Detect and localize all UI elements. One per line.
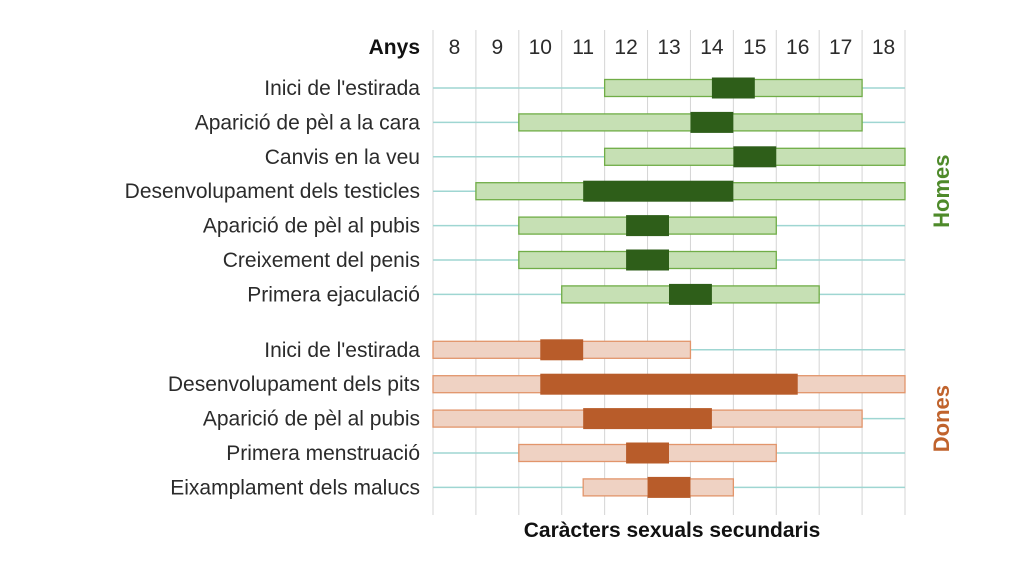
- row-label: Creixement del penis: [223, 249, 420, 272]
- year-tick: 12: [614, 36, 637, 59]
- year-tick: 16: [786, 36, 809, 59]
- peak-bar: [711, 77, 755, 99]
- peak-bar: [583, 408, 712, 430]
- chart-title: Caràcters sexuals secundaris: [524, 519, 821, 542]
- row-label: Desenvolupament dels testicles: [125, 180, 420, 203]
- row-label: Aparició de pèl a la cara: [195, 111, 421, 134]
- peak-bar: [626, 442, 669, 464]
- year-tick: 17: [829, 36, 852, 59]
- year-tick: 10: [529, 36, 552, 59]
- year-tick: 18: [872, 36, 895, 59]
- peak-bar: [733, 146, 777, 168]
- year-tick: 8: [449, 36, 461, 59]
- row-label: Inici de l'estirada: [264, 77, 420, 100]
- row-label: Canvis en la veu: [265, 146, 420, 169]
- bars: [432, 77, 906, 498]
- year-tick: 11: [572, 36, 594, 59]
- year-tick: 13: [657, 36, 680, 59]
- peak-bar: [583, 180, 734, 202]
- group-label: Homes: [929, 155, 954, 228]
- row-label: Aparició de pèl al pubis: [203, 408, 420, 431]
- row-label: Primera ejaculació: [247, 283, 420, 306]
- row-label: Eixamplament dels malucs: [170, 476, 420, 499]
- group-label: Dones: [929, 385, 954, 452]
- row-label: Primera menstruació: [226, 442, 420, 465]
- row-label: Aparició de pèl al pubis: [203, 215, 420, 238]
- year-tick: 9: [492, 36, 504, 59]
- row-label: Desenvolupament dels pits: [168, 373, 420, 396]
- year-tick: 15: [743, 36, 766, 59]
- grid: [432, 30, 906, 515]
- peak-bar: [669, 283, 712, 305]
- peak-bar: [540, 373, 798, 395]
- year-tick: 14: [700, 36, 724, 59]
- peak-bar: [626, 215, 669, 237]
- peak-bar: [690, 111, 734, 133]
- row-label: Inici de l'estirada: [264, 339, 420, 362]
- labels: Anys Caràcters sexuals secundaris 8 9 10 11…: [125, 36, 954, 542]
- axis-label: Anys: [369, 36, 420, 59]
- peak-bar: [540, 339, 584, 361]
- peak-bar: [647, 476, 691, 498]
- peak-bar: [626, 249, 669, 271]
